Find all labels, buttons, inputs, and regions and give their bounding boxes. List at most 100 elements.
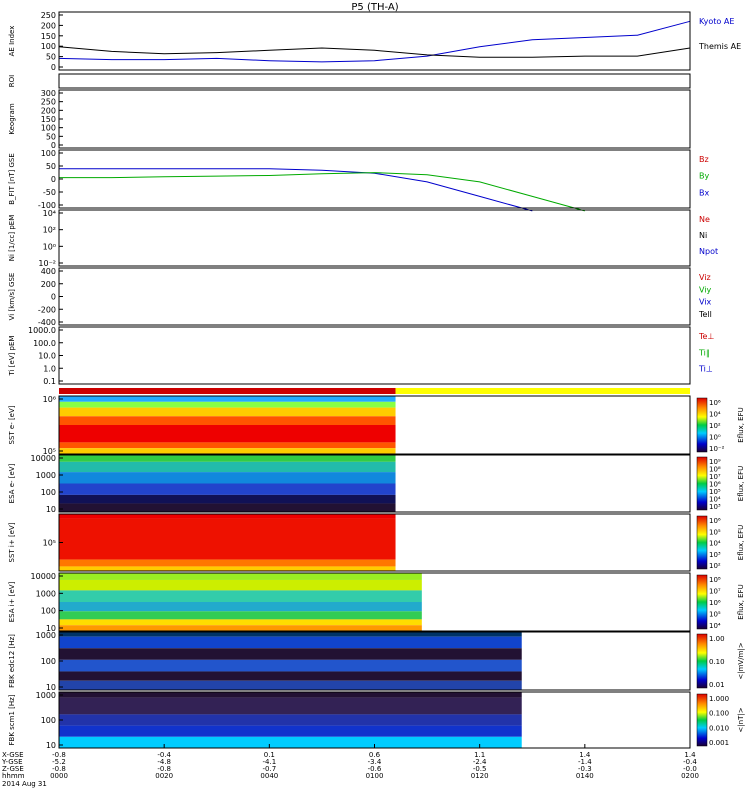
- x-axis-row-label: X-GSE: [2, 751, 24, 759]
- legend-ti-0: Te⊥: [698, 332, 714, 341]
- y-tick-label: 10⁶: [43, 395, 56, 404]
- y-tick-label: 100: [41, 124, 56, 133]
- legend-vi-2: Vix: [699, 298, 712, 307]
- colorbar-tick: 1.000: [709, 695, 729, 703]
- panel-frame-esa_e: [58, 454, 691, 513]
- y-tick-label: 50: [46, 53, 56, 62]
- colorbar-tick: 10⁴: [709, 411, 721, 419]
- legend-vi-1: Viy: [699, 285, 712, 294]
- y-tick-label: -200: [38, 305, 56, 314]
- colorbar-tick: 1.00: [709, 635, 725, 643]
- esa-electron-spectrogram-band: [59, 472, 396, 484]
- y-tick-label: 50: [46, 132, 56, 141]
- colorbar-tick: 10⁶: [709, 599, 721, 607]
- colorbar-label: <|nT|>: [737, 707, 745, 732]
- series-bx: [59, 168, 533, 212]
- x-tick-label: -0.8: [52, 765, 66, 773]
- x-tick-label: 0120: [471, 772, 489, 780]
- panel-frame-roi: [58, 73, 691, 89]
- sst-ion-spectrogram-band: [59, 518, 396, 560]
- y-tick-label: 10²: [43, 226, 56, 235]
- legend-ni-0: Ne: [699, 215, 710, 224]
- fbk-scm-spectrogram-band: [59, 736, 522, 748]
- esa-electron-spectrogram-band: [59, 503, 396, 512]
- series-by: [59, 172, 585, 212]
- y-tick-label: 50: [46, 162, 56, 171]
- y-tick-label: 0.1: [43, 377, 56, 386]
- y-tick-label: 0: [51, 63, 56, 72]
- y-tick-label: 1000: [36, 631, 56, 640]
- sst-electron-spectrogram-band: [59, 442, 396, 449]
- x-tick-label: 0040: [260, 772, 278, 780]
- y-tick-label: 10.0: [38, 352, 56, 361]
- fbk-edc-spectrogram-band: [59, 648, 522, 660]
- sst-electron-spectrogram-band: [59, 396, 396, 402]
- x-tick-label: -0.8: [52, 751, 66, 759]
- esa-electron-spectrogram-band: [59, 461, 396, 473]
- legend-ni-1: Ni: [699, 231, 707, 240]
- x-tick-label: 0020: [155, 772, 173, 780]
- sst-electron-spectrogram-band: [59, 425, 396, 443]
- x-axis-row-label: hhmm: [2, 772, 25, 780]
- fbk-edc-spectrogram-band: [59, 680, 522, 690]
- panel-ylabel-ae: AE Index: [8, 26, 16, 57]
- y-tick-label: 100: [41, 42, 56, 51]
- y-tick-label: 1000: [36, 471, 56, 480]
- esa-electron-spectrogram-band: [59, 455, 396, 462]
- colorbar-tick: 10⁴: [709, 622, 721, 630]
- fbk-scm-spectrogram-band: [59, 697, 522, 715]
- legend-ae-0: Kyoto AE: [699, 17, 734, 26]
- y-tick-label: 100: [41, 607, 56, 616]
- colorbar-tick: 10⁷: [709, 588, 721, 596]
- colorbar-tick: 10⁵: [709, 611, 721, 619]
- y-tick-label: -400: [38, 318, 56, 327]
- colorbar-tick: 10³: [709, 551, 721, 559]
- colorbar-tick: 10²: [709, 422, 721, 430]
- colorbar-label: Eflux, EFU: [737, 407, 745, 442]
- x-tick-label: 0000: [50, 772, 68, 780]
- panel-ylabel-sst_e: SST e- [eV]: [8, 405, 16, 444]
- colorbar-tick: 10⁸: [709, 466, 721, 474]
- legend-vi-0: Viz: [699, 273, 711, 282]
- region-bar-yellow: [395, 388, 690, 394]
- fbk-edc-spectrogram-band: [59, 636, 522, 649]
- colorbar-tick: 10⁶: [709, 481, 721, 489]
- colorbar-tick: 0.001: [709, 739, 729, 747]
- fbk-scm-spectrogram-band: [59, 714, 522, 726]
- date-label: 2014 Aug 31: [2, 780, 47, 788]
- y-tick-label: 10⁴: [43, 209, 56, 218]
- x-axis-row-label: Z-GSE: [2, 765, 24, 773]
- panel-frame-esa_i: [58, 572, 691, 632]
- colorbar-esa_i: [696, 574, 708, 630]
- sst-electron-spectrogram-band: [59, 401, 396, 408]
- panel-ylabel-keogram: Keogram: [8, 103, 16, 134]
- x-tick-label: 1.1: [474, 751, 485, 759]
- fbk-edc-spectrogram-band: [59, 671, 522, 681]
- colorbar-tick: 10⁶: [709, 517, 721, 525]
- sst-ion-spectrogram-band: [59, 559, 396, 567]
- legend-bfit-2: Bx: [699, 188, 709, 197]
- x-tick-label: -0.6: [368, 765, 382, 773]
- y-tick-label: 1000.0: [28, 326, 56, 335]
- plot-title: P5 (TH-A): [351, 2, 398, 13]
- panel-ylabel-ni: Ni [1/cc] pEM: [8, 215, 16, 262]
- colorbar-tick: 10⁰: [709, 434, 721, 442]
- colorbar-tick: 10⁸: [709, 576, 721, 584]
- x-axis-row-label: Y-GSE: [1, 758, 23, 766]
- fbk-scm-spectrogram-band: [59, 725, 522, 737]
- panel-ylabel-fbk_edc: FBK edc12 [Hz]: [8, 634, 16, 688]
- colorbar-label: Eflux, EFU: [737, 525, 745, 560]
- x-tick-label: -0.7: [262, 765, 276, 773]
- colorbar-tick: 10⁵: [709, 528, 721, 536]
- y-tick-label: 0: [51, 293, 56, 302]
- panel-frame-bfit: [58, 149, 691, 209]
- esa-ion-spectrogram-band: [59, 611, 422, 620]
- panel-frame-keogram: [58, 89, 691, 149]
- sst-electron-spectrogram-band: [59, 407, 396, 417]
- esa-electron-spectrogram-band: [59, 483, 396, 495]
- y-tick-label: 0: [51, 141, 56, 150]
- y-tick-label: 10: [46, 505, 56, 514]
- colorbar-tick: 0.10: [709, 658, 725, 666]
- sst-electron-spectrogram-band: [59, 448, 396, 454]
- y-tick-label: 10: [46, 624, 56, 633]
